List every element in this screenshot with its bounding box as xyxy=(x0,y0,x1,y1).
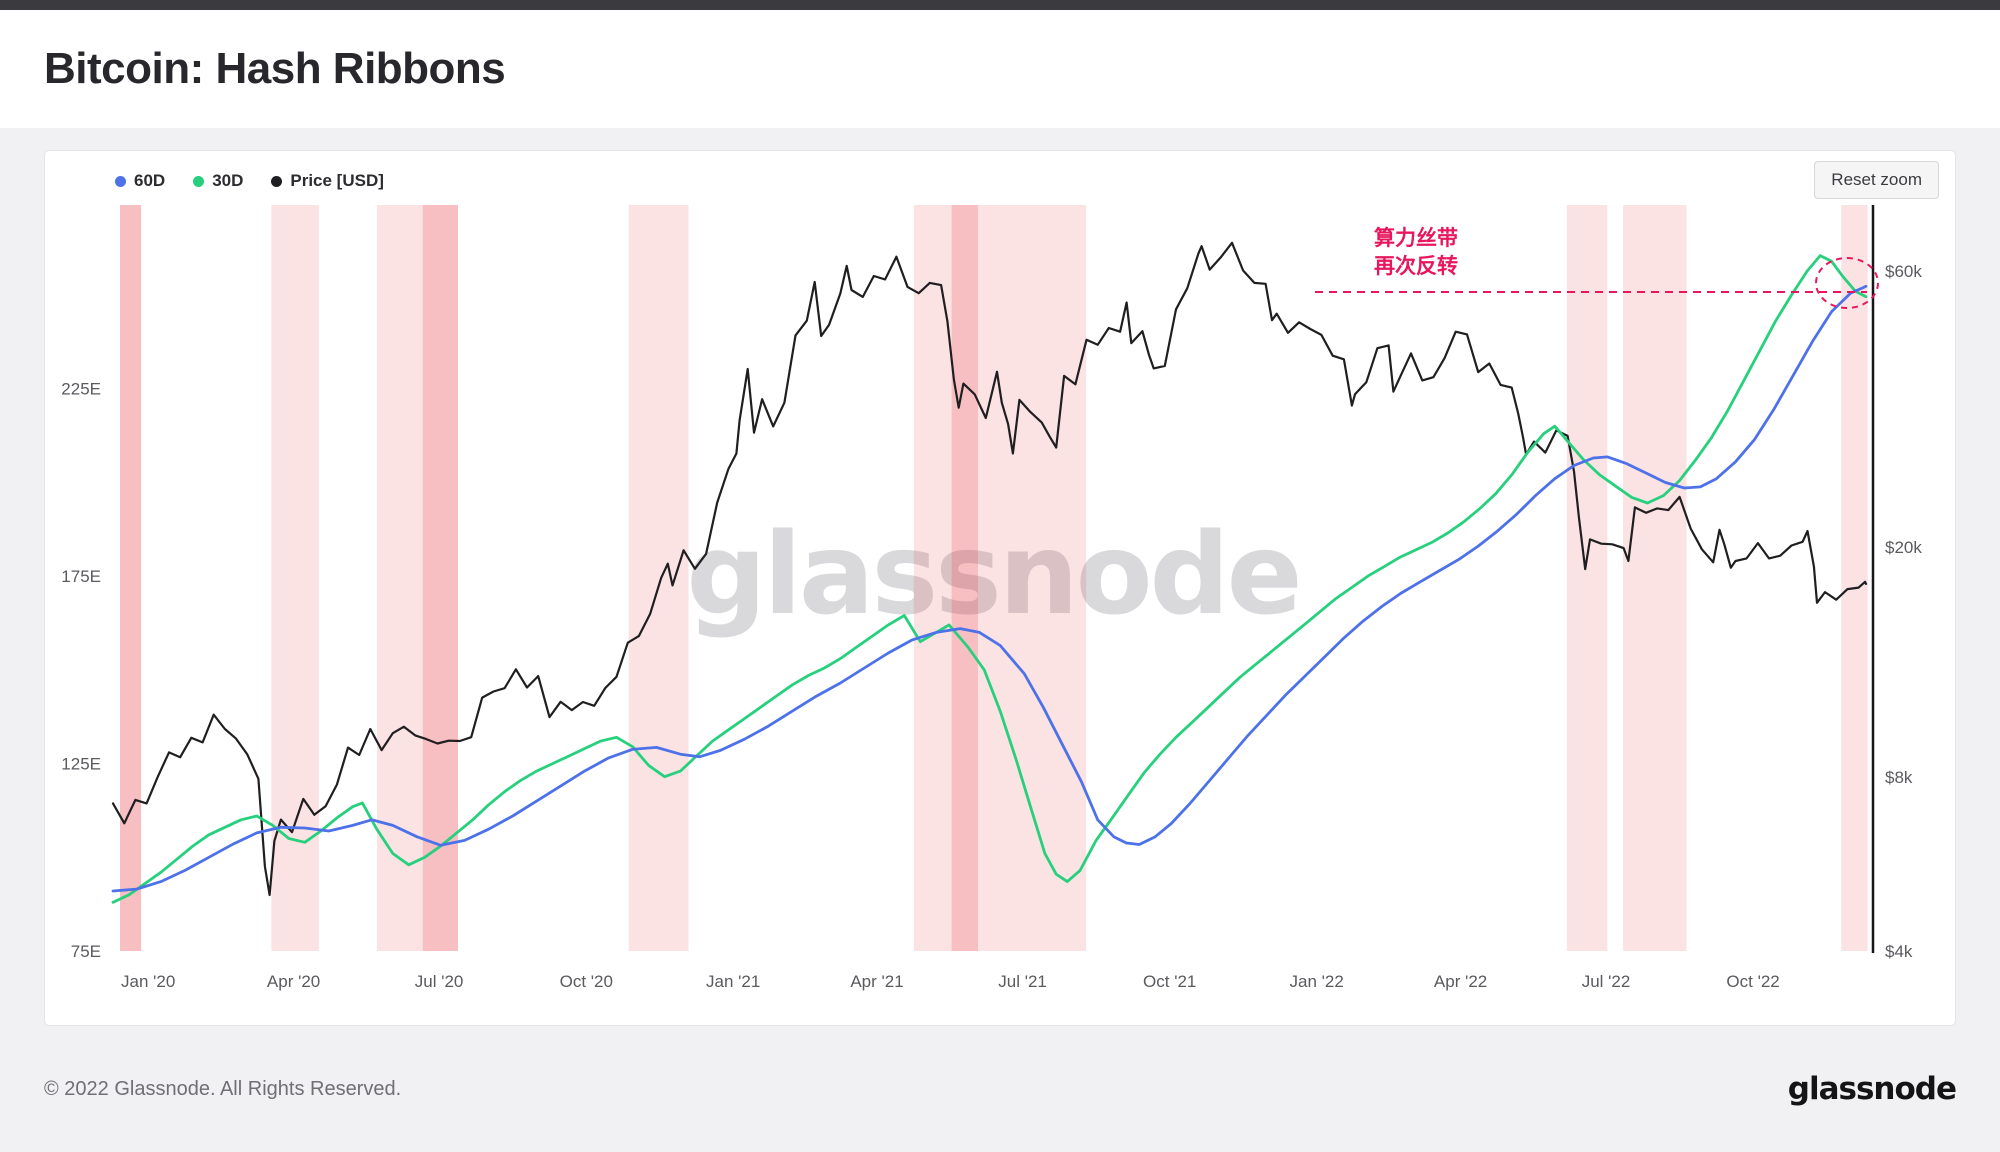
reset-zoom-button[interactable]: Reset zoom xyxy=(1814,161,1939,199)
chart-card: 60D 30D Price [USD] Reset zoom glassnode… xyxy=(44,150,1956,1026)
y-axis-right-tick-label: $60k xyxy=(1885,262,1922,281)
miner-capitulation-band xyxy=(978,205,1087,951)
miner-capitulation-band xyxy=(951,205,978,951)
annotation-graphics xyxy=(1315,257,1879,309)
legend-dot-price xyxy=(271,175,283,187)
series-line-30d xyxy=(111,254,1868,904)
miner-capitulation-band xyxy=(1841,205,1868,951)
annotation-dashed-circle xyxy=(1815,257,1879,309)
miner-capitulation-band xyxy=(1623,205,1687,951)
page-header: Bitcoin: Hash Ribbons xyxy=(0,10,2000,128)
miner-capitulation-bands xyxy=(120,205,1868,951)
y-axis-left-tick-label: 75E xyxy=(71,942,101,961)
axis-tick-labels: Jan '20 Apr '20 Jul '20 Oct '20 Jan '21 Apr '… xyxy=(61,262,1922,991)
hash-ribbons-chart[interactable]: Jan '20 Apr '20 Jul '20 Oct '20 Jan '21 Apr '… xyxy=(45,151,1955,1025)
legend-label-60d: 60D xyxy=(134,171,166,190)
window-top-edge xyxy=(0,0,2000,10)
glassnode-watermark: glassnode xyxy=(686,510,1302,640)
y-axis-left-tick-label: 125E xyxy=(61,755,101,774)
y-axis-left-tick-label: 225E xyxy=(61,380,101,399)
x-axis-tick-label: Jul '20 xyxy=(415,972,464,991)
legend-label-price: Price [USD] xyxy=(290,171,384,190)
miner-capitulation-band xyxy=(120,205,142,951)
miner-capitulation-band xyxy=(422,205,458,951)
x-axis-tick-label: Oct '20 xyxy=(560,972,613,991)
miner-capitulation-band xyxy=(377,205,423,951)
y-axis-right-tick-label: $20k xyxy=(1885,538,1922,557)
x-axis-tick-label: Jan '20 xyxy=(121,972,175,991)
chart-series xyxy=(111,241,1868,904)
x-axis-tick-label: Apr '22 xyxy=(1434,972,1487,991)
annotation-text-line1: 算力丝带 xyxy=(1374,227,1458,250)
series-line-price-usd- xyxy=(111,241,1868,897)
x-axis-tick-label: Jul '21 xyxy=(998,972,1047,991)
y-axis-left-tick-label: 175E xyxy=(61,567,101,586)
annotation-callout: 算力丝带 再次反转 xyxy=(1341,225,1491,281)
miner-capitulation-band xyxy=(628,205,689,951)
x-axis-tick-label: Jan '22 xyxy=(1290,972,1344,991)
chart-legend: 60D 30D Price [USD] xyxy=(115,171,384,191)
page-footer: © 2022 Glassnode. All Rights Reserved. g… xyxy=(0,1026,2000,1152)
page-title: Bitcoin: Hash Ribbons xyxy=(44,44,506,93)
legend-label-30d: 30D xyxy=(212,171,244,190)
legend-item-30d[interactable]: 30D xyxy=(193,171,243,191)
series-line-60d xyxy=(111,284,1868,893)
y-axis-right-tick-label: $4k xyxy=(1885,942,1913,961)
x-axis-tick-label: Apr '20 xyxy=(267,972,320,991)
glassnode-logo: glassnode xyxy=(1787,1071,1957,1107)
x-axis-tick-label: Oct '21 xyxy=(1143,972,1196,991)
copyright-text: © 2022 Glassnode. All Rights Reserved. xyxy=(44,1077,402,1100)
miner-capitulation-band xyxy=(913,205,952,951)
legend-dot-30d xyxy=(193,175,205,187)
legend-item-price-usd[interactable]: Price [USD] xyxy=(271,171,384,191)
x-axis-tick-label: Jan '21 xyxy=(706,972,760,991)
y-axis-right-tick-label: $8k xyxy=(1885,768,1913,787)
legend-dot-60d xyxy=(115,175,126,187)
x-axis-tick-label: Oct '22 xyxy=(1726,972,1779,991)
x-axis-tick-label: Apr '21 xyxy=(850,972,903,991)
content-area: 60D 30D Price [USD] Reset zoom glassnode… xyxy=(0,128,2000,1026)
annotation-text-line2: 再次反转 xyxy=(1374,255,1458,278)
legend-item-60d[interactable]: 60D xyxy=(115,171,165,191)
x-axis-tick-label: Jul '22 xyxy=(1582,972,1631,991)
miner-capitulation-band xyxy=(1566,205,1608,951)
